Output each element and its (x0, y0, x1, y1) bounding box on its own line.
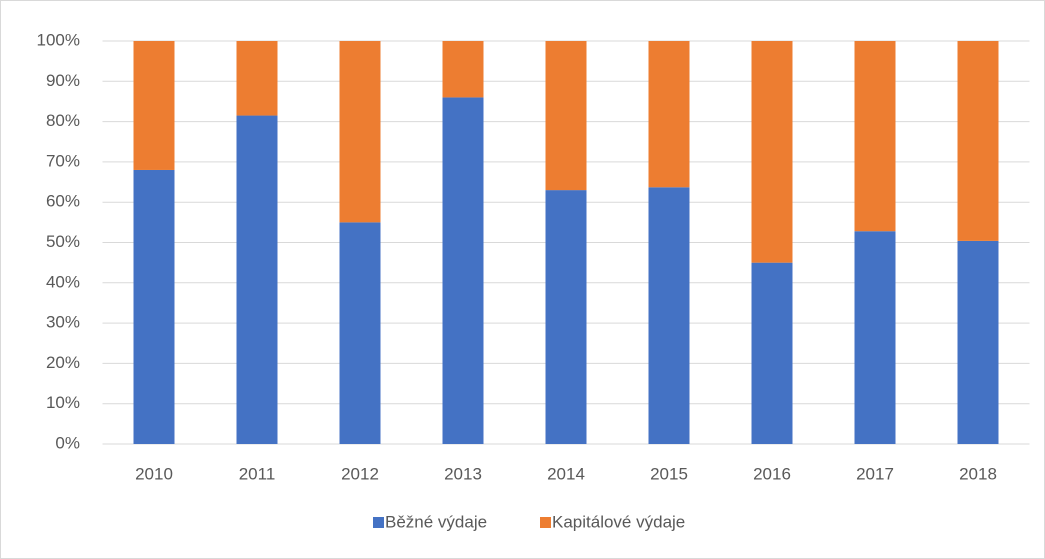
x-tick-label: 2015 (650, 464, 688, 483)
x-tick-label: 2010 (135, 464, 173, 483)
bar-segment (339, 41, 381, 223)
y-tick-label: 0% (55, 433, 80, 452)
bar-segment (133, 169, 175, 444)
y-tick-label: 40% (46, 272, 80, 291)
bar-segment (339, 222, 381, 444)
bar-segment (957, 41, 999, 241)
x-tick-label: 2017 (856, 464, 894, 483)
y-tick-label: 30% (46, 313, 80, 332)
legend-swatch (540, 517, 551, 528)
y-tick-label: 20% (46, 353, 80, 372)
legend-label: Kapitálové výdaje (552, 512, 685, 531)
bar-segment (854, 41, 896, 232)
bar-segment (442, 41, 484, 98)
x-tick-label: 2018 (959, 464, 997, 483)
y-tick-label: 100% (37, 30, 80, 49)
y-tick-label: 70% (46, 151, 80, 170)
y-tick-label: 90% (46, 71, 80, 90)
y-tick-label: 50% (46, 232, 80, 251)
x-tick-label: 2013 (444, 464, 482, 483)
x-tick-label: 2012 (341, 464, 379, 483)
legend-label: Běžné výdaje (385, 512, 487, 531)
bar-segment (133, 41, 175, 170)
x-tick-label: 2016 (753, 464, 791, 483)
y-tick-label: 10% (46, 393, 80, 412)
bar-segment (236, 41, 278, 116)
bar-segment (648, 41, 690, 188)
bar-segment (236, 115, 278, 445)
bar-segment (957, 240, 999, 444)
y-tick-label: 60% (46, 192, 80, 211)
bar-segment (545, 41, 587, 191)
x-tick-label: 2011 (239, 464, 276, 483)
x-tick-label: 2014 (547, 464, 585, 483)
bar-segment (442, 97, 484, 445)
bar-segment (545, 190, 587, 444)
bar-segment (648, 187, 690, 444)
bar-segment (751, 262, 793, 444)
legend-swatch (373, 517, 384, 528)
bar-segment (751, 41, 793, 263)
bar-segment (854, 231, 896, 444)
y-tick-label: 80% (46, 111, 80, 130)
